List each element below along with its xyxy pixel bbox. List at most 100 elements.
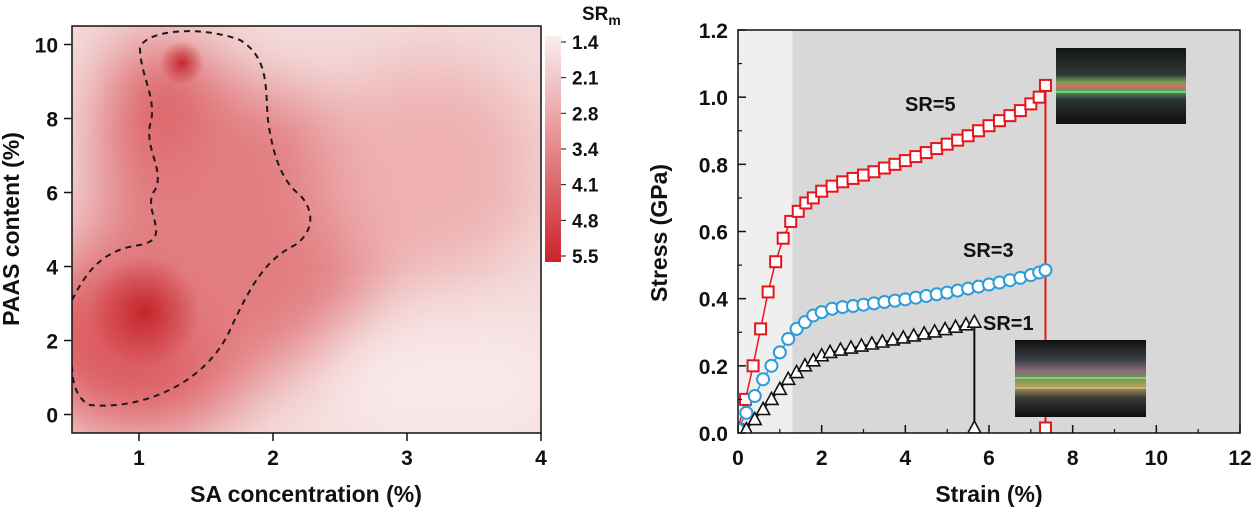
data-point-sr5 [791,204,805,218]
data-point-sr5 [754,322,768,336]
data-point-sr5 [836,175,850,189]
colorbar-title: SRm [582,4,621,28]
fiber-micrograph-top [1056,48,1186,124]
data-point-sr5 [919,146,933,160]
heatmap-x-axis-title: SA concentration (%) [190,481,422,507]
data-point-sr1 [763,390,780,406]
heatmap-frame [71,25,542,434]
heatmap-y-axis-title: PAAS content (%) [0,132,24,326]
colorbar-tick-label: 2.8 [572,104,598,125]
heatmap-y-tick-label: 8 [46,109,58,132]
data-point-sr3 [764,358,779,373]
stress-strain-y-tick-label: 1.0 [699,87,728,110]
heatmap-y-tick-label: 0 [46,405,58,428]
stress-strain-x-tick-label: 0 [732,447,744,470]
heatmap-y-tick-label: 2 [46,331,58,354]
fiber-micrograph-bottom [1015,340,1146,417]
data-point-sr1 [905,327,922,342]
data-point-sr5 [846,171,860,185]
stress-strain-y-tick-label: 0.8 [699,154,729,177]
data-point-sr5 [972,124,986,138]
stress-strain-x-tick-label: 8 [1067,447,1079,470]
stress-strain-y-axis-title: Stress (GPa) [646,164,672,302]
data-point-sr3 [1038,263,1053,278]
colorbar-tick-label: 4.8 [572,211,598,232]
data-point-sr3 [781,331,796,346]
stress-strain-y-tick-label: 0.2 [699,356,728,379]
heatmap-y-tick-label: 10 [35,35,58,58]
heatmap-peak-upper [160,41,204,85]
data-point-sr1 [822,343,838,359]
stress-strain-y-tick-label: 0.0 [699,423,728,446]
colorbar-ticks: 1.4 2.1 2.8 3.4 4.1 4.8 5.5 [561,33,599,268]
data-point-sr3 [756,372,771,387]
stress-strain-y-ticks: 0.0 0.2 0.4 0.6 0.8 1.0 1.2 [699,20,746,446]
data-point-sr1 [874,333,891,348]
stress-strain-y-tick-label: 0.4 [699,289,729,312]
stress-strain-x-ticks: 0 2 4 6 8 10 12 [732,425,1252,470]
data-point-sr3 [739,405,754,420]
data-point-sr5 [1038,78,1052,92]
heatmap-fade-bottom-right [330,330,541,433]
data-point-sr5 [806,191,820,205]
failure-point-sr5 [1038,421,1052,433]
stress-strain-x-tick-label: 2 [816,447,828,470]
data-point-sr1 [832,341,849,356]
series-label-sr1: SR=1 [983,313,1034,335]
series-label-sr5: SR=5 [905,94,956,116]
data-point-sr5 [761,285,775,299]
data-point-sr1 [947,318,964,334]
data-point-sr1 [843,339,859,354]
colorbar-tick-label: 5.5 [572,247,599,268]
background-region [738,30,793,433]
data-point-sr5 [815,184,829,198]
colorbar-title-sub: m [608,12,620,28]
colorbar-tick-label: 2.1 [572,69,599,90]
stress-strain-x-tick-label: 12 [1228,447,1251,470]
data-point-sr5 [877,161,891,175]
data-point-sr1 [771,380,788,396]
heatmap-right-band [320,60,540,280]
heatmap-y-tick-label: 6 [46,183,58,206]
series-label-sr3: SR=3 [963,240,1014,262]
data-point-sr5 [776,231,790,245]
data-point-sr5 [961,129,975,143]
stress-strain-series [738,78,1053,433]
heatmap-field [72,26,541,433]
data-point-sr1 [966,313,983,328]
data-point-sr1 [739,420,753,433]
colorbar-title-main: SR [582,4,609,25]
colorbar-tick-label: 3.4 [572,140,599,161]
data-point-sr5 [898,154,912,168]
data-point-sr1 [884,331,901,346]
data-point-sr1 [926,323,943,338]
data-point-sr3 [747,389,762,404]
data-point-sr1 [937,320,953,336]
stress-strain-x-tick-label: 6 [983,447,995,470]
data-point-sr3 [772,345,787,360]
stress-strain-x-axis-title: Strain (%) [935,481,1042,507]
data-point-sr5 [784,214,798,228]
data-point-sr5 [1032,90,1046,104]
stress-strain-y-tick-label: 0.6 [699,222,728,245]
data-point-sr5 [982,119,996,133]
heatmap-y-ticks: 0 2 4 6 8 10 [35,35,72,428]
data-point-sr5 [857,168,870,182]
stress-strain-x-tick-label: 4 [899,447,911,470]
data-point-sr1 [895,329,912,344]
data-point-sr1 [864,335,880,350]
stress-strain-y-tick-label: 1.2 [699,20,728,43]
heatmap-x-tick-label: 1 [133,447,145,470]
heatmap-x-tick-label: 3 [401,447,413,470]
failure-point-sr1 [966,419,982,433]
heatmap-x-ticks: 1 2 3 4 [133,433,547,470]
data-point-sr5 [1024,97,1038,111]
colorbar-tick-label: 1.4 [572,33,599,54]
data-point-sr5 [888,157,902,171]
colorbar-gradient [545,36,561,262]
data-point-sr5 [769,255,783,269]
data-point-sr5 [746,359,760,373]
data-point-sr5 [909,150,923,164]
data-point-sr5 [992,114,1006,128]
